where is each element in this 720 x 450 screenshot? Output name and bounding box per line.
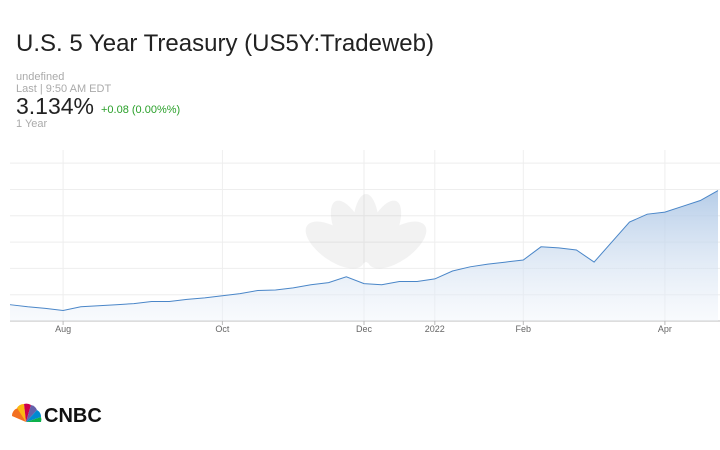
price: 3.134% <box>16 93 95 119</box>
last-updated: Last | 9:50 AM EDT <box>16 83 112 95</box>
price-change: +0.08 (0.00%%) <box>101 104 181 116</box>
x-tick-label: Dec <box>356 324 373 334</box>
chart: Aug Oct Dec 2022 Feb Apr <box>9 150 720 334</box>
x-tick-label: Apr <box>658 324 672 334</box>
x-tick-label: 2022 <box>425 324 445 334</box>
page-title: U.S. 5 Year Treasury (US5Y:Tradeweb) <box>16 30 434 57</box>
logo-text: CNBC <box>44 405 102 427</box>
x-tick-label: Oct <box>215 324 230 334</box>
watermark <box>305 194 427 269</box>
period: 1 Year <box>16 118 48 130</box>
line <box>9 190 719 311</box>
area <box>10 190 718 321</box>
x-tick-label: Feb <box>516 324 532 334</box>
subtitle: undefined <box>16 71 65 83</box>
x-tick-label: Aug <box>55 324 71 334</box>
logo: CNBC <box>11 403 102 427</box>
